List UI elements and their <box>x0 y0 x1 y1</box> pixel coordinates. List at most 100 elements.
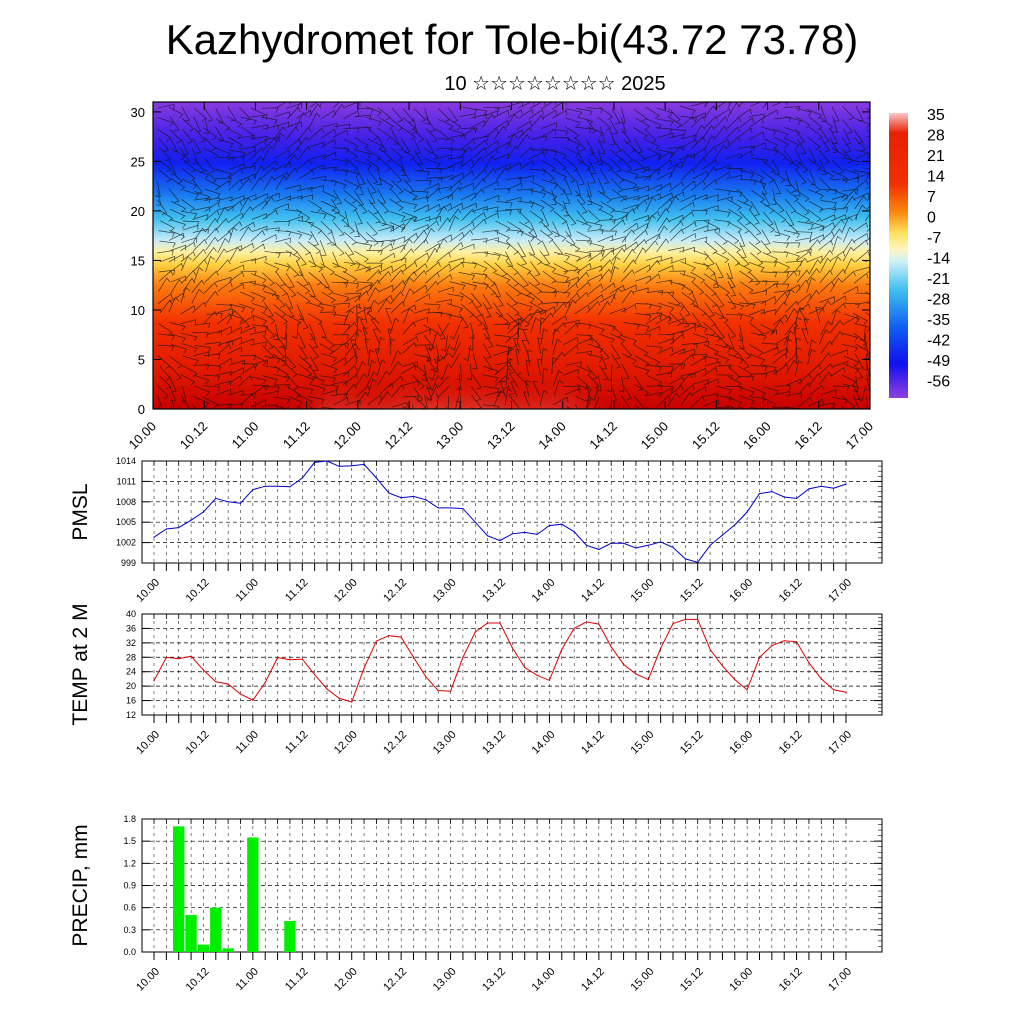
y-tick-label: 16 <box>126 696 136 706</box>
colorbar: 35 28 21 14 7 0 -7 -14 -21 -28 -35 -42 -49 -56 <box>889 107 950 398</box>
y-tick-label: 0.9 <box>123 881 136 891</box>
data-point <box>375 477 378 479</box>
data-point <box>264 485 266 487</box>
data-point <box>388 635 390 637</box>
heatmap-x-tick-label: 15.00 <box>638 419 672 453</box>
data-point <box>276 485 279 487</box>
data-point <box>153 536 155 538</box>
data-point <box>795 497 798 499</box>
data-point <box>647 544 649 546</box>
heatmap-y-tick-label: 5 <box>138 352 145 367</box>
data-point <box>783 496 785 498</box>
colorbar-label: 14 <box>927 169 945 186</box>
data-point <box>363 667 365 669</box>
x-tick-label: 14.12 <box>579 966 607 994</box>
data-point <box>820 485 822 487</box>
colorbar-label: -14 <box>927 251 950 268</box>
data-point <box>721 534 724 536</box>
data-point <box>412 495 415 497</box>
data-point <box>672 546 674 548</box>
data-point <box>437 507 439 509</box>
data-point <box>202 511 205 513</box>
data-point <box>561 523 563 525</box>
data-point <box>795 641 798 643</box>
heatmap-x-tick-label: 10.12 <box>177 419 211 453</box>
heatmap-y-tick-label: 15 <box>131 253 145 268</box>
data-point <box>622 542 625 544</box>
x-tick-label: 13.00 <box>431 577 459 605</box>
data-point <box>598 623 600 625</box>
data-point <box>449 507 452 509</box>
data-point <box>511 533 513 535</box>
wind-barbs <box>155 102 870 409</box>
heatmap-x-tick-label: 17.00 <box>843 419 877 453</box>
x-tick-label: 12.00 <box>332 577 360 605</box>
y-tick-label: 40 <box>126 609 136 619</box>
y-tick-label: 0.0 <box>123 947 136 957</box>
heatmap-x-tick-label: 10.00 <box>126 419 160 453</box>
y-tick-label: 1002 <box>116 538 136 548</box>
y-tick-label: 28 <box>126 652 136 662</box>
colorbar-label: 7 <box>927 189 936 206</box>
series-line <box>153 618 847 703</box>
data-point <box>511 647 513 649</box>
data-point <box>536 674 538 676</box>
x-tick-label: 15.00 <box>628 966 656 994</box>
y-tick-label: 0.3 <box>123 925 136 935</box>
precip-bar <box>222 948 234 952</box>
x-tick-label: 17.00 <box>826 729 854 757</box>
data-point <box>289 659 291 661</box>
data-point <box>622 663 625 666</box>
y-tick-label: 20 <box>126 681 136 691</box>
data-point <box>660 541 662 543</box>
data-point <box>276 657 279 659</box>
data-point <box>400 497 402 499</box>
colorbar-label: 28 <box>927 128 945 145</box>
data-point <box>165 528 167 530</box>
y-tick-label: 36 <box>126 623 136 633</box>
colorbar-label: -7 <box>927 230 941 247</box>
heatmap-y-tick-label: 20 <box>131 204 145 219</box>
heatmap-x-tick-label: 12.00 <box>330 419 364 453</box>
x-tick-label: 12.12 <box>381 577 409 605</box>
x-tick-label: 11.00 <box>234 577 261 604</box>
data-point <box>425 676 427 678</box>
colorbar-strip <box>889 113 908 398</box>
colorbar-label: -28 <box>927 292 950 309</box>
data-point <box>598 548 600 551</box>
data-point <box>239 502 242 504</box>
data-point <box>227 683 229 685</box>
x-tick-label: 16.00 <box>727 966 755 994</box>
x-tick-label: 16.12 <box>777 729 805 757</box>
data-point <box>462 508 464 510</box>
heatmap-x-tick-label: 13.12 <box>484 419 518 453</box>
x-tick-label: 14.12 <box>579 729 607 757</box>
heatmap-x-tick-label: 15.12 <box>689 419 723 453</box>
data-point <box>808 662 810 664</box>
x-tick-label: 17.00 <box>826 966 854 994</box>
x-tick-label: 14.00 <box>530 966 558 994</box>
data-point <box>264 681 266 684</box>
data-point <box>178 658 180 660</box>
x-tick-label: 12.12 <box>381 729 409 757</box>
data-point <box>351 465 353 467</box>
heatmap-x-tick-label: 11.12 <box>280 419 313 452</box>
data-point <box>820 678 822 680</box>
data-point <box>499 539 501 542</box>
data-point <box>684 618 686 621</box>
precip-bar <box>185 915 197 952</box>
x-tick-label: 13.12 <box>480 966 508 994</box>
x-tick-label: 15.12 <box>678 966 706 994</box>
colorbar-label: -49 <box>927 353 950 370</box>
data-point <box>833 487 835 489</box>
y-tick-label: 1014 <box>116 456 136 466</box>
data-point <box>289 486 291 488</box>
data-point <box>585 621 588 623</box>
data-point <box>252 699 254 701</box>
y-tick-label: 1.2 <box>123 858 136 868</box>
data-point <box>758 493 761 495</box>
data-point <box>684 558 686 560</box>
x-tick-label: 10.00 <box>134 577 162 605</box>
precip-bar <box>247 837 259 952</box>
data-point <box>351 701 353 703</box>
